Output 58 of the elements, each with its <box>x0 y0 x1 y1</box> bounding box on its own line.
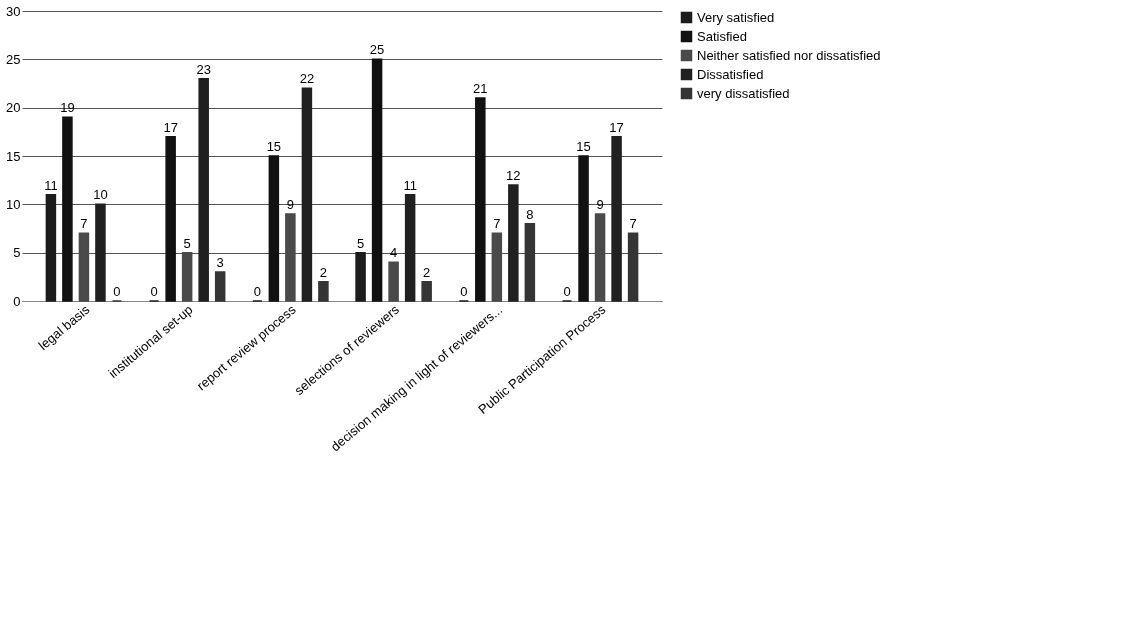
data-label: 11 <box>403 177 417 193</box>
data-label: 0 <box>150 284 158 299</box>
bar <box>508 184 519 302</box>
data-label: 22 <box>299 71 315 87</box>
data-label: 17 <box>609 119 624 135</box>
data-label: 5 <box>356 235 365 251</box>
data-label: 3 <box>216 255 224 270</box>
y-tick-label: 5 <box>13 245 21 261</box>
data-label: 2 <box>319 264 328 280</box>
data-label: 0 <box>253 284 261 299</box>
data-label: 0 <box>460 284 468 299</box>
data-label: 8 <box>526 206 534 222</box>
bar <box>524 222 536 302</box>
y-tick-label: 20 <box>6 100 21 116</box>
data-label: 10 <box>93 187 108 203</box>
legend-label: Dissatisfied <box>697 66 764 82</box>
bar <box>214 271 226 302</box>
bar <box>355 251 366 302</box>
data-label: 7 <box>493 216 501 232</box>
data-label: 23 <box>196 61 211 77</box>
data-label: 2 <box>423 264 431 280</box>
data-label: 7 <box>629 216 637 232</box>
data-label: 25 <box>369 42 385 58</box>
bar <box>388 261 399 302</box>
data-label: 15 <box>576 139 591 154</box>
data-label: 0 <box>113 284 121 299</box>
bar <box>611 135 622 302</box>
data-label: 5 <box>183 235 191 251</box>
bar <box>318 280 329 302</box>
bar <box>627 232 639 302</box>
bar <box>371 58 383 302</box>
data-label: 11 <box>44 177 58 193</box>
data-label: 17 <box>163 119 178 135</box>
bar <box>301 87 313 302</box>
bar <box>268 155 280 302</box>
y-tick-label: 15 <box>6 148 21 164</box>
y-tick-label: 10 <box>6 196 21 212</box>
bar <box>95 203 106 302</box>
data-label: 21 <box>473 81 488 96</box>
bar <box>165 135 176 302</box>
data-label: 0 <box>563 284 571 299</box>
bar <box>404 193 416 302</box>
legend-label: Satisfied <box>697 28 747 44</box>
legend-label: very dissatisfied <box>697 85 790 101</box>
legend-label: Very satisfied <box>697 9 775 25</box>
bar <box>45 193 57 302</box>
y-tick-label: 25 <box>6 51 21 67</box>
data-label: 15 <box>266 139 282 154</box>
data-label: 12 <box>506 168 521 183</box>
y-tick-label: 0 <box>13 293 21 309</box>
data-label: 7 <box>80 216 88 232</box>
legend-label: Neither satisfied nor dissatisfied <box>697 47 881 63</box>
y-tick-label: 30 <box>6 3 21 19</box>
bar <box>62 116 73 302</box>
bar <box>475 97 486 302</box>
bar <box>198 77 209 302</box>
bar <box>421 280 432 302</box>
bar <box>578 155 589 302</box>
